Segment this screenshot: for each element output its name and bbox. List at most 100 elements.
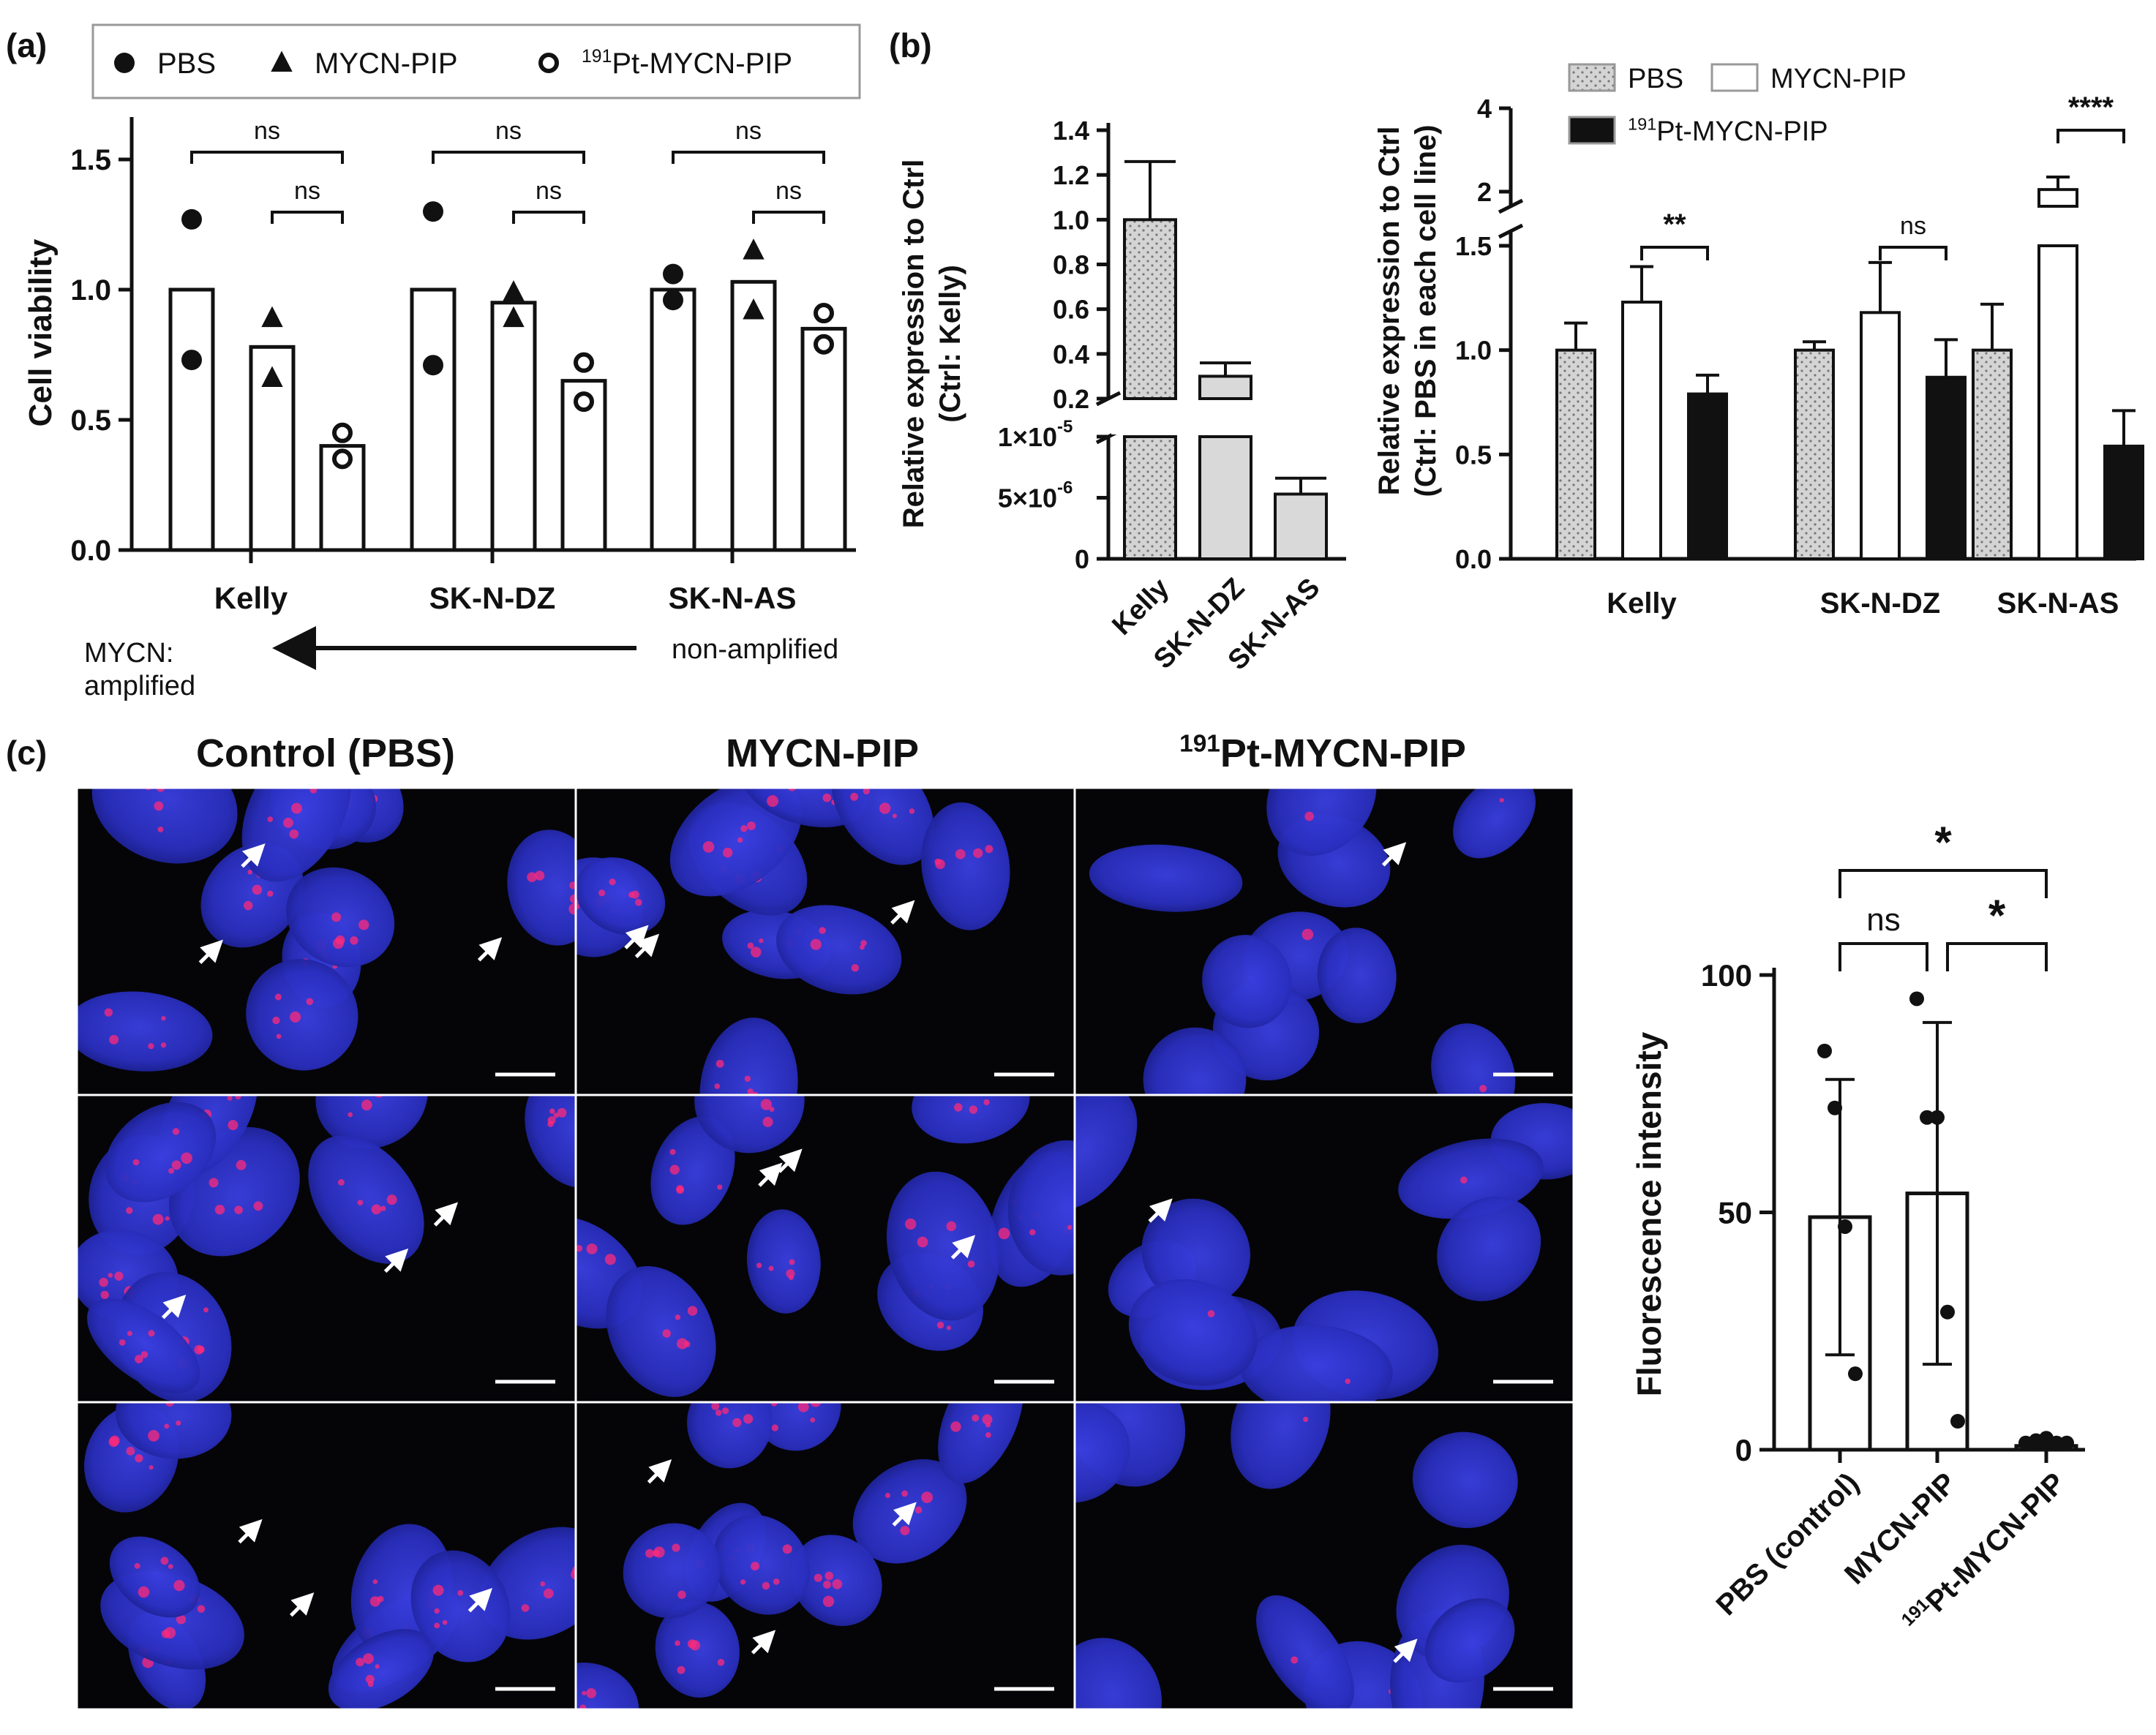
pbr-err-0-2 <box>1696 373 1719 394</box>
panel-a-bar-1-0 <box>410 287 457 552</box>
focus-1-9-4 <box>934 858 942 865</box>
focus-7-8-4 <box>972 1414 980 1422</box>
nucleus-1-9 <box>921 802 1010 930</box>
focus-1-9-1 <box>955 848 966 859</box>
focus-4-6-4 <box>769 1107 775 1113</box>
focus-3-6-2 <box>140 1351 149 1358</box>
pbl-bar-1-lower <box>1198 435 1252 560</box>
focus-4-5-1 <box>967 1260 975 1268</box>
focus-0-8-3 <box>350 936 358 945</box>
focus-7-4-3 <box>914 1506 923 1514</box>
focus-6-6-2 <box>367 1681 374 1687</box>
pbr-legend-label-1: MYCN-PIP <box>1770 64 1907 94</box>
panel-a-point-0-0-1 <box>181 350 202 371</box>
micrograph-2 <box>1073 786 1575 1096</box>
micrograph-4 <box>574 1094 1076 1404</box>
focus-3-5-0 <box>235 1095 241 1100</box>
pbr-legend-swatch-2 <box>1568 116 1616 145</box>
annotation-arrow-4-0 <box>950 1235 976 1260</box>
nucleus-5-9 <box>1075 1095 1138 1211</box>
focus-7-3-1 <box>717 1658 725 1666</box>
focus-7-7-3 <box>645 1548 655 1558</box>
pcc-err-0 <box>1825 1077 1855 1357</box>
pbr-bar-1-2 <box>1926 375 1967 561</box>
focus-1-4-3 <box>860 940 867 946</box>
pbr-break-2 <box>1498 223 1524 239</box>
panel-a-x-label-2: SK-N-AS <box>669 581 797 615</box>
pbr-x-label-2: SK-N-AS <box>1997 587 2119 620</box>
pbl-ytick-label-u-2: 0.6 <box>1053 295 1089 325</box>
pcc-point-0-3 <box>1848 1366 1863 1382</box>
focus-1-7-3 <box>850 792 859 801</box>
pbl-err-0 <box>1124 159 1176 220</box>
focus-3-5-1 <box>227 1095 233 1101</box>
micrograph-content-2 <box>1089 788 1553 1095</box>
focus-7-5-4 <box>814 1573 822 1582</box>
focus-0-1-0 <box>157 827 164 832</box>
focus-5-4-0 <box>1345 1378 1351 1385</box>
focus-3-1-2 <box>214 1205 225 1215</box>
focus-1-3-2 <box>740 825 748 832</box>
focus-1-5-1 <box>744 1075 751 1083</box>
pbr-bar-0-2 <box>1687 392 1728 560</box>
focus-6-5-3 <box>369 1596 380 1607</box>
focus-7-6-4 <box>751 1562 760 1571</box>
focus-6-6-4 <box>375 1664 380 1669</box>
focus-2-0-0 <box>1302 928 1314 941</box>
microscopy-grid <box>75 786 1575 1711</box>
panel-a-x-label-0: Kelly <box>214 581 288 615</box>
focus-0-3-4 <box>569 894 576 904</box>
annotation-arrow-7-2 <box>892 1502 917 1527</box>
nucleus-0-5 <box>77 991 213 1072</box>
nucleus-8-1 <box>1075 1638 1162 1709</box>
focus-4-0-3 <box>998 1227 1010 1240</box>
nucleus-2-1 <box>1431 1023 1516 1095</box>
panel-b-left-chart: 0.20.40.60.81.01.21.405×10 -61×10 -5KellyS… <box>898 116 1349 676</box>
focus-7-2-2 <box>721 1407 729 1415</box>
panel-a-point-2-0-1 <box>663 290 683 311</box>
focus-3-8-3 <box>168 1167 174 1174</box>
focus-7-5-3 <box>823 1580 831 1589</box>
focus-6-5-4 <box>372 1579 378 1584</box>
focus-4-9-1 <box>676 1338 688 1350</box>
focus-4-7-0 <box>604 1254 616 1265</box>
focus-3-9-2 <box>380 1205 386 1211</box>
focus-6-6-0 <box>365 1674 375 1684</box>
focus-5-7-0 <box>1460 1176 1468 1184</box>
focus-7-2-1 <box>743 1414 754 1424</box>
focus-3-9-1 <box>371 1204 382 1215</box>
focus-3-2-2 <box>547 1116 556 1125</box>
pcc-y-axis-label: Fluorescence intensity <box>1630 1031 1668 1396</box>
focus-4-4-3 <box>756 1262 762 1268</box>
focus-0-5-2 <box>161 1015 166 1021</box>
focus-1-1-4 <box>747 942 754 949</box>
focus-7-9-3 <box>582 1690 587 1696</box>
focus-0-1-1 <box>154 801 164 811</box>
focus-1-8-0 <box>609 878 616 886</box>
pbl-bar-0-upper <box>1123 218 1177 401</box>
panel-a-bracket-5-label: ns <box>775 177 802 205</box>
nucleus-3-9 <box>308 1135 424 1264</box>
focus-0-2-0 <box>267 890 274 897</box>
nucleus-6-9 <box>410 1550 511 1663</box>
focus-7-1-4 <box>797 1402 809 1412</box>
pbr-legend-label-2: 191Pt-MYCN-PIP <box>1628 115 1828 147</box>
focus-6-1-3 <box>543 1588 554 1599</box>
pbr-y-axis-label-1: Relative expression to Ctrl <box>1373 127 1405 496</box>
micrograph-3 <box>75 1094 577 1404</box>
focus-4-2-2 <box>669 1164 680 1175</box>
focus-7-1-1 <box>771 1424 778 1431</box>
panel-a-point-2-1-0 <box>743 238 765 260</box>
focus-1-1-3 <box>751 946 762 957</box>
focus-6-8-1 <box>138 1586 150 1598</box>
panel-a-bracket-4-label: ns <box>735 117 762 145</box>
pbl-ytick-label-l-1: 5×10 <box>998 483 1057 513</box>
focus-0-9-1 <box>291 802 302 814</box>
focus-7-2-4 <box>732 1418 742 1427</box>
focus-6-6-1 <box>356 1657 364 1667</box>
panel-a-bracket-1 <box>271 211 344 224</box>
panel-a-point-1-1-0 <box>503 280 525 301</box>
focus-4-9-4 <box>662 1329 671 1338</box>
nucleus-2-5 <box>1143 1027 1247 1095</box>
pbr-bar-0-0 <box>1555 348 1596 560</box>
